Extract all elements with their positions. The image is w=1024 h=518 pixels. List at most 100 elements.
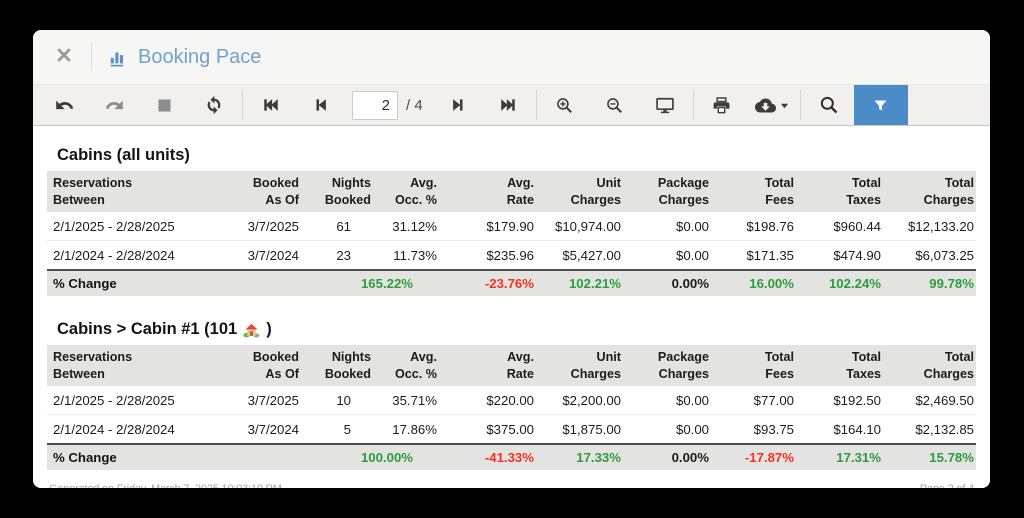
column-header: Total Taxes [796,345,883,387]
stop-icon [157,98,171,112]
table-cell: $0.00 [623,240,711,271]
next-page-button[interactable] [433,85,483,125]
previous-page-button[interactable] [296,85,346,125]
table-cell: 0.00% [623,443,711,471]
table-cell: 15.78% [883,443,976,471]
column-header: Total Charges [883,345,976,387]
table-cell: 35.71% [373,386,439,416]
table-cell: 11.73% [373,240,439,271]
table-cell: $2,200.00 [536,386,623,416]
column-header: Avg. Occ. % [373,171,439,213]
table-cell: 2/1/2024 - 2/28/2024 [47,414,235,445]
table-cell: 165.22% [301,269,439,297]
zoom-in-button[interactable] [540,85,590,125]
cloud-download-icon [754,98,776,112]
monitor-icon [655,97,674,114]
toolbar: / 4 [33,85,990,126]
house-icon [243,324,260,338]
table-cell: $2,132.85 [883,414,976,445]
first-page-button[interactable] [246,85,296,125]
table-cell: $235.96 [439,240,536,271]
booking-pace-table-all-units: Reservations Between Booked As Of Nights Bo… [47,171,976,297]
search-button[interactable] [804,85,854,125]
undo-icon [55,100,73,109]
full-screen-button[interactable] [640,85,690,125]
last-page-icon [500,99,515,111]
table-header-row: Reservations Between Booked As Of Nights Bo… [47,171,976,213]
filter-icon [874,100,887,110]
table-cell: $0.00 [623,212,711,242]
close-button[interactable] [51,44,77,70]
column-header: Avg. Rate [439,345,536,387]
percent-change-row: % Change 100.00% -41.33% 17.33% 0.00% -1… [47,443,976,471]
percent-change-row: % Change 165.22% -23.76% 102.21% 0.00% 1… [47,269,976,297]
last-page-button[interactable] [483,85,533,125]
print-button[interactable] [697,85,747,125]
percent-change-label: % Change [47,443,301,471]
titlebar: Booking Pace [33,30,990,85]
table-cell: $179.90 [439,212,536,242]
report-footer: Generated on Friday, March 7, 2025 10:03… [47,483,976,488]
table-cell: 10 [301,386,373,416]
table-row: 2/1/2024 - 2/28/2024 3/7/2024 5 17.86% $… [47,414,976,445]
column-header: Nights Booked [301,171,373,213]
booking-pace-table-cabin-1: Reservations Between Booked As Of Nights Bo… [47,345,976,471]
table-row: 2/1/2025 - 2/28/2025 3/7/2025 10 35.71% … [47,386,976,416]
section-title-text: Cabins > Cabin #1 (101 [57,320,238,339]
table-cell: 3/7/2025 [235,386,301,416]
toolbar-divider [242,90,243,120]
zoom-out-button[interactable] [590,85,640,125]
stop-button[interactable] [139,85,189,125]
generated-timestamp: Generated on Friday, March 7, 2025 10:03… [49,483,282,488]
zoom-in-icon [557,97,573,113]
table-cell: 3/7/2024 [235,240,301,271]
table-cell: $198.76 [711,212,796,242]
column-header: Avg. Rate [439,171,536,213]
column-header: Booked As Of [235,345,301,387]
column-header: Unit Charges [536,171,623,213]
column-header: Total Fees [711,171,796,213]
column-header: Total Charges [883,171,976,213]
table-cell: 3/7/2024 [235,414,301,445]
export-button[interactable] [747,85,797,125]
column-header: Nights Booked [301,345,373,387]
zoom-out-icon [607,97,623,113]
section-title-cabin-1: Cabins > Cabin #1 (101 ) [57,320,976,339]
section-title-cabins-all-units: Cabins (all units) [57,146,976,165]
section-title-text: Cabins (all units) [57,146,190,164]
column-header: Reservations Between [47,171,235,213]
close-icon [54,45,74,70]
previous-page-icon [316,99,326,111]
table-cell: 100.00% [301,443,439,471]
table-cell: 61 [301,212,373,242]
table-cell: $77.00 [711,386,796,416]
column-header: Booked As Of [235,171,301,213]
search-icon [820,96,838,114]
column-header: Package Charges [623,171,711,213]
refresh-button[interactable] [189,85,239,125]
column-header: Total Fees [711,345,796,387]
table-cell: 31.12% [373,212,439,242]
page-total-label: / 4 [406,96,423,114]
table-cell: $93.75 [711,414,796,445]
table-cell: $12,133.20 [883,212,976,242]
filter-button[interactable] [853,85,908,125]
table-row: 2/1/2025 - 2/28/2025 3/7/2025 61 31.12% … [47,212,976,242]
section-title-text: ) [266,320,272,339]
table-header-row: Reservations Between Booked As Of Nights Bo… [47,345,976,387]
caret-down-icon [780,103,788,108]
page-title: Booking Pace [138,45,262,68]
table-row: 2/1/2024 - 2/28/2024 3/7/2024 23 11.73% … [47,240,976,271]
redo-button[interactable] [89,85,139,125]
table-cell: 0.00% [623,269,711,297]
undo-button[interactable] [39,85,89,125]
column-header: Unit Charges [536,345,623,387]
table-cell: 17.31% [796,443,883,471]
page-number-input[interactable] [352,90,398,120]
table-cell: 5 [301,414,373,445]
table-cell: $5,427.00 [536,240,623,271]
table-cell: $474.90 [796,240,883,271]
column-header: Total Taxes [796,171,883,213]
column-header: Avg. Occ. % [373,345,439,387]
table-cell: 17.86% [373,414,439,445]
